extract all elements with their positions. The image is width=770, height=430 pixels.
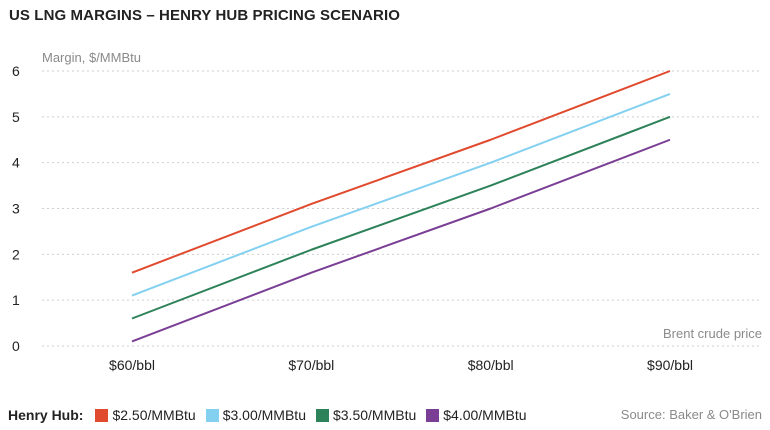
y-tick-label: 5 bbox=[12, 109, 20, 125]
series-line bbox=[131, 70, 671, 274]
legend-swatch bbox=[426, 408, 440, 422]
y-tick-label: 1 bbox=[12, 292, 20, 308]
x-tick-labels: $60/bbl $70/bbl $80/bbl $90/bbl bbox=[109, 357, 693, 373]
series-line bbox=[131, 138, 671, 343]
x-axis-label: Brent crude price bbox=[663, 326, 762, 341]
series-line bbox=[131, 92, 671, 297]
y-tick-label: 4 bbox=[12, 155, 20, 171]
series-lines bbox=[131, 70, 671, 343]
line-chart: 0 1 2 3 4 5 6 $60/bbl $70/bbl $80/bbl $90/bbl Mar… bbox=[12, 50, 762, 373]
series-line bbox=[131, 115, 671, 320]
y-tick-label: 0 bbox=[12, 338, 20, 354]
legend-label: $2.50/MMBtu bbox=[112, 407, 196, 423]
chart-title: US LNG MARGINS – HENRY HUB PRICING SCENA… bbox=[9, 7, 401, 24]
legend-item: $2.50/MMBtu bbox=[95, 407, 196, 423]
legend: Henry Hub: $2.50/MMBtu $3.00/MMBtu $3.50/M… bbox=[8, 407, 537, 423]
x-tick-label: $70/bbl bbox=[288, 357, 334, 373]
legend-item: $3.50/MMBtu bbox=[315, 407, 417, 423]
legend-swatch bbox=[95, 408, 109, 422]
legend-item: $3.00/MMBtu bbox=[205, 407, 306, 423]
y-tick-label: 3 bbox=[12, 201, 20, 217]
y-tick-label: 2 bbox=[12, 246, 20, 262]
y-axis-label: Margin, $/MMBtu bbox=[42, 50, 141, 65]
legend-label: $3.00/MMBtu bbox=[222, 407, 306, 423]
x-tick-label: $80/bbl bbox=[468, 357, 514, 373]
gridlines bbox=[42, 70, 762, 347]
x-tick-label: $60/bbl bbox=[109, 357, 155, 373]
legend-item: $4.00/MMBtu bbox=[426, 407, 527, 423]
legend-swatch bbox=[315, 408, 329, 422]
legend-label: $3.50/MMBtu bbox=[332, 407, 417, 423]
legend-swatch bbox=[205, 408, 219, 422]
legend-items: $2.50/MMBtu $3.00/MMBtu $3.50/MMBtu $4.00/M… bbox=[95, 407, 536, 423]
y-tick-label: 6 bbox=[12, 63, 20, 79]
y-tick-labels: 0 1 2 3 4 5 6 bbox=[12, 63, 20, 354]
legend-title: Henry Hub: bbox=[8, 407, 84, 423]
source-note: Source: Baker & O'Brien bbox=[620, 407, 762, 422]
legend-label: $4.00/MMBtu bbox=[443, 407, 527, 423]
x-tick-label: $90/bbl bbox=[647, 357, 693, 373]
